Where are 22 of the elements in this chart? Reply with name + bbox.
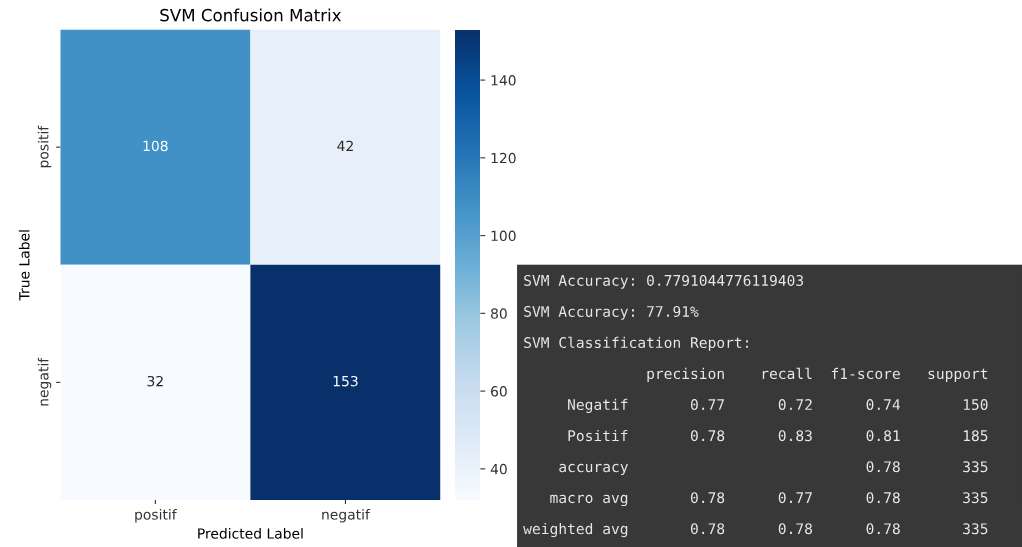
color-bar-label: 100 <box>491 230 516 242</box>
color-bar-label: 120 <box>491 152 516 164</box>
data-label: 42 <box>337 140 353 151</box>
text: Positif 0.78 0.83 0.81 185 <box>568 429 988 442</box>
text: Negatif 0.77 0.72 0.74 150 <box>568 398 988 413</box>
chart-title: SVM Confusion Matrix <box>160 8 342 22</box>
y-axis-title: True Label <box>18 230 30 301</box>
color-bar-label: 80 <box>491 308 507 319</box>
data-label: 32 <box>147 375 163 387</box>
text: accuracy 0.78 335 <box>559 461 988 476</box>
text: precision recall f1-score support <box>647 367 988 382</box>
data-label: 153 <box>333 375 358 387</box>
color-bar-label: 60 <box>491 386 507 397</box>
color-bar-label: 40 <box>490 463 507 475</box>
color-bar-label: 140 <box>491 75 516 86</box>
text: SVM Classification Report: <box>524 336 748 351</box>
text: macro avg 0.78 0.77 0.78 335 <box>550 492 988 507</box>
text: weighted avg 0.78 0.78 0.78 335 <box>523 522 988 538</box>
text: SVM Accuracy: 0.7791044776119403 <box>524 274 804 289</box>
x-axis-title: Predicted Label <box>198 527 303 539</box>
text: SVM Accuracy: 77.91% <box>524 305 699 320</box>
data-label: 108 <box>143 140 168 152</box>
